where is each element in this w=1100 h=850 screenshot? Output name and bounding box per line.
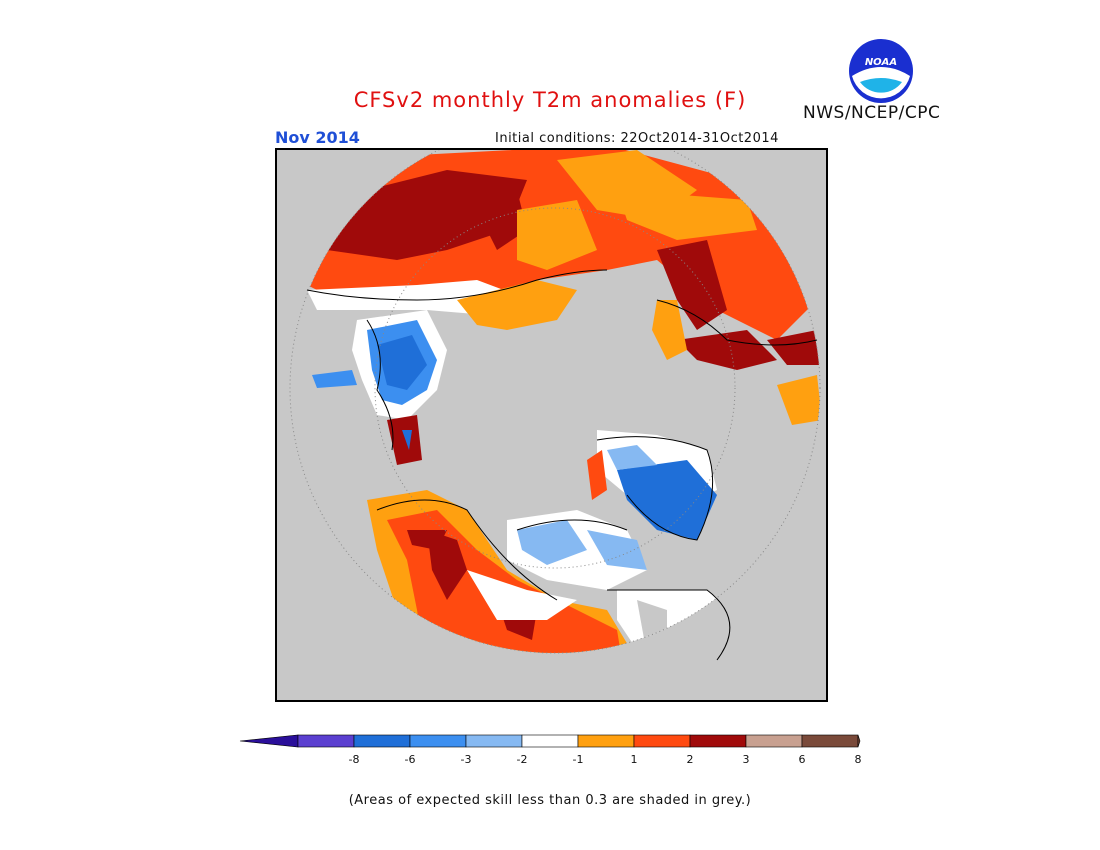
agency-label: NWS/NCEP/CPC (803, 103, 941, 123)
colorbar-segment (745, 734, 803, 748)
anomaly-map (275, 148, 828, 702)
noaa-logo: NOAA (848, 38, 914, 104)
map-disk (297, 150, 820, 653)
colorbar-segment (409, 734, 467, 748)
colorbar-tick-label: -6 (404, 753, 416, 766)
coastlines (306, 269, 818, 661)
forecast-month: Nov 2014 (275, 128, 360, 147)
colorbar-tick-label: 6 (798, 753, 806, 766)
colorbar-tick-label: -1 (572, 753, 584, 766)
colorbar-segment (297, 734, 355, 748)
colorbar-segment (633, 734, 691, 748)
skill-footnote: (Areas of expected skill less than 0.3 a… (348, 793, 752, 808)
colorbar-tick-label: -2 (516, 753, 528, 766)
colorbar-segment (521, 734, 579, 748)
colorbar-segment (577, 734, 635, 748)
colorbar (238, 731, 862, 755)
latitude-circle-inner (374, 207, 736, 569)
colorbar-segment (689, 734, 747, 748)
colorbar-low-arrow (239, 734, 299, 748)
colorbar-tick-label: 1 (630, 753, 638, 766)
colorbar-high-arrow (857, 734, 861, 748)
colorbar-segment (465, 734, 523, 748)
initial-conditions: Initial conditions: 22Oct2014-31Oct2014 (495, 131, 779, 146)
colorbar-segment (801, 734, 859, 748)
colorbar-tick-label: -3 (460, 753, 472, 766)
colorbar-segment (353, 734, 411, 748)
latitude-circle-outer (289, 150, 821, 654)
colorbar-tick-label: 3 (742, 753, 750, 766)
colorbar-tick-label: 2 (686, 753, 694, 766)
chart-title: CFSv2 monthly T2m anomalies (F) (353, 88, 747, 112)
colorbar-tick-label: -8 (348, 753, 360, 766)
logo-text: NOAA (865, 57, 897, 68)
colorbar-tick-label: 8 (854, 753, 862, 766)
